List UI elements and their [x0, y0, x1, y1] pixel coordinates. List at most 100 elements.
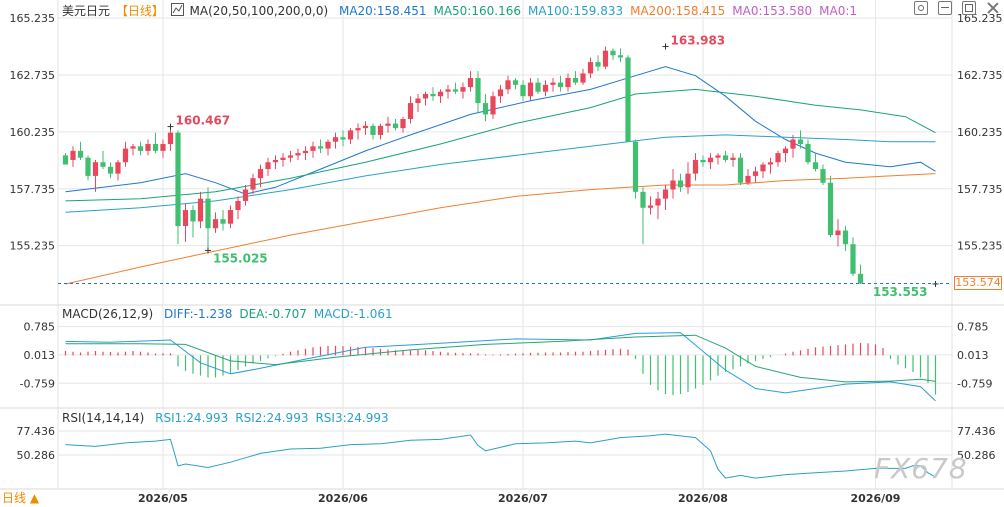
rsi-value-0: RSI1:24.993	[155, 411, 229, 425]
candle-body	[220, 219, 226, 224]
x-tick-label: 2026/06	[318, 492, 368, 505]
ma-values: MA20:158.451 MA50:160.166 MA100:159.833 MA2…	[339, 4, 864, 18]
macd-value-0: DIFF:-1.238	[163, 307, 233, 321]
macd-panel	[64, 332, 937, 402]
candle-body	[347, 130, 354, 140]
y-tick-label-right: 162.735	[957, 69, 1003, 82]
period-label[interactable]: 【日线】	[115, 4, 164, 18]
candle-body	[392, 123, 399, 129]
window-toolbar	[914, 1, 1000, 15]
candle-body	[340, 137, 346, 140]
candle-body	[745, 175, 751, 183]
ma-value-5: MA0:1	[819, 4, 857, 18]
y-tick-label-left: 160.235	[10, 126, 56, 139]
candle-body	[317, 146, 324, 149]
ma-line-ma200	[65, 173, 936, 285]
macd-value-2: MACD:-1.061	[313, 307, 393, 321]
candle-body	[737, 157, 744, 183]
candle-body	[332, 137, 339, 142]
price-panel: 163.983 160.467 155.025 153.553	[58, 34, 952, 299]
ma-value-1: MA50:160.166	[433, 4, 521, 18]
indicator-icon[interactable]	[170, 3, 184, 16]
ma-value-2: MA100:159.833	[527, 4, 624, 18]
settings-icon[interactable]	[914, 1, 928, 15]
macd-params[interactable]: MACD(26,12,9)	[62, 307, 154, 321]
candle-body	[145, 144, 151, 151]
y-tick-label-right: 165.235	[957, 12, 1003, 25]
rsi-panel	[65, 433, 936, 479]
minimize-icon[interactable]	[938, 1, 952, 15]
x-tick-label: 2026/09	[851, 492, 901, 505]
y-tick-label-right: -0.759	[957, 377, 992, 390]
period-switch-button[interactable]: 日线 ▲	[2, 491, 40, 505]
y-tick-label-left: 0.785	[24, 321, 56, 334]
ma-value-3: MA200:158.415	[630, 4, 726, 18]
candle-body	[587, 62, 594, 74]
y-tick-label-left: -0.759	[20, 377, 55, 390]
candle-body	[550, 82, 556, 85]
candle-body	[842, 230, 849, 245]
extreme-label: 153.553	[873, 285, 928, 299]
candle-body	[430, 93, 436, 97]
candle-body	[752, 171, 759, 176]
candle-body	[512, 80, 519, 85]
candle-body	[812, 162, 819, 170]
candle-body	[505, 80, 511, 90]
candle-body	[250, 178, 256, 190]
candle-body	[857, 273, 864, 284]
candle-body	[130, 146, 136, 149]
candle-body	[227, 210, 234, 224]
candle-body	[790, 139, 796, 149]
candle-body	[527, 82, 534, 97]
last-price-value: 153.574	[955, 276, 1001, 290]
symbol-name[interactable]: 美元日元	[62, 4, 111, 18]
candle-body	[370, 125, 376, 135]
candle-body	[422, 93, 429, 99]
rsi-value-1: RSI2:24.993	[235, 411, 309, 425]
candle-body	[280, 157, 286, 160]
macd-value-1: DEA:-0.707	[239, 307, 307, 321]
main-legend: 美元日元 【日线】 MA(20,50,100,200,0,0) MA20:158…	[62, 3, 871, 18]
y-tick-label-right: 157.735	[957, 183, 1003, 196]
candle-body	[400, 118, 406, 129]
candle-body	[850, 244, 856, 274]
candle-body	[415, 98, 421, 104]
candle-body	[62, 155, 69, 165]
candle-body	[77, 150, 84, 158]
candle-body	[572, 78, 579, 83]
extreme-label: 160.467	[176, 114, 231, 128]
candle-body	[137, 146, 144, 151]
candle-body	[265, 162, 271, 170]
candle-body	[122, 148, 129, 163]
candle-body	[542, 84, 549, 92]
close-icon[interactable]	[986, 1, 1000, 15]
candle-body	[677, 180, 684, 188]
candle-body	[407, 103, 414, 119]
maximize-icon[interactable]	[962, 1, 976, 15]
candle-body	[445, 89, 451, 92]
rsi-line	[65, 433, 936, 479]
y-tick-label-right: 155.235	[957, 240, 1003, 253]
ma-params[interactable]: MA(20,50,100,200,0,0)	[189, 4, 329, 18]
candle-body	[692, 159, 699, 174]
rsi-params[interactable]: RSI(14,14,14)	[62, 411, 145, 425]
x-tick-label: 2026/08	[678, 492, 728, 505]
y-tick-label-right: 50.286	[957, 449, 996, 462]
candle-body	[602, 50, 609, 67]
ma-line-ma20	[65, 66, 936, 195]
candle-body	[670, 180, 676, 190]
candle-body	[160, 144, 166, 151]
candle-body	[767, 162, 774, 165]
candle-body	[557, 82, 564, 88]
candle-body	[722, 155, 729, 160]
candle-body	[362, 125, 369, 129]
x-tick-label: 2026/05	[138, 492, 188, 505]
candle-body	[707, 157, 714, 163]
candle-body	[760, 164, 766, 172]
y-tick-label-left: 50.286	[17, 449, 56, 462]
candle-body	[700, 159, 706, 163]
candle-body	[452, 89, 459, 92]
candle-body	[782, 148, 789, 154]
candle-body	[302, 150, 309, 154]
